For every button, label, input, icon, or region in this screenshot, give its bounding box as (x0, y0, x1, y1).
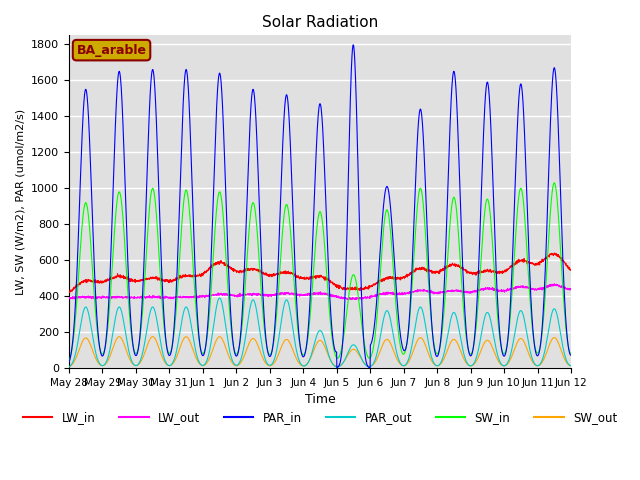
Text: BA_arable: BA_arable (77, 44, 147, 57)
Title: Solar Radiation: Solar Radiation (262, 15, 378, 30)
Y-axis label: LW, SW (W/m2), PAR (umol/m2/s): LW, SW (W/m2), PAR (umol/m2/s) (15, 108, 26, 295)
X-axis label: Time: Time (305, 394, 335, 407)
Legend: LW_in, LW_out, PAR_in, PAR_out, SW_in, SW_out: LW_in, LW_out, PAR_in, PAR_out, SW_in, S… (18, 407, 622, 429)
